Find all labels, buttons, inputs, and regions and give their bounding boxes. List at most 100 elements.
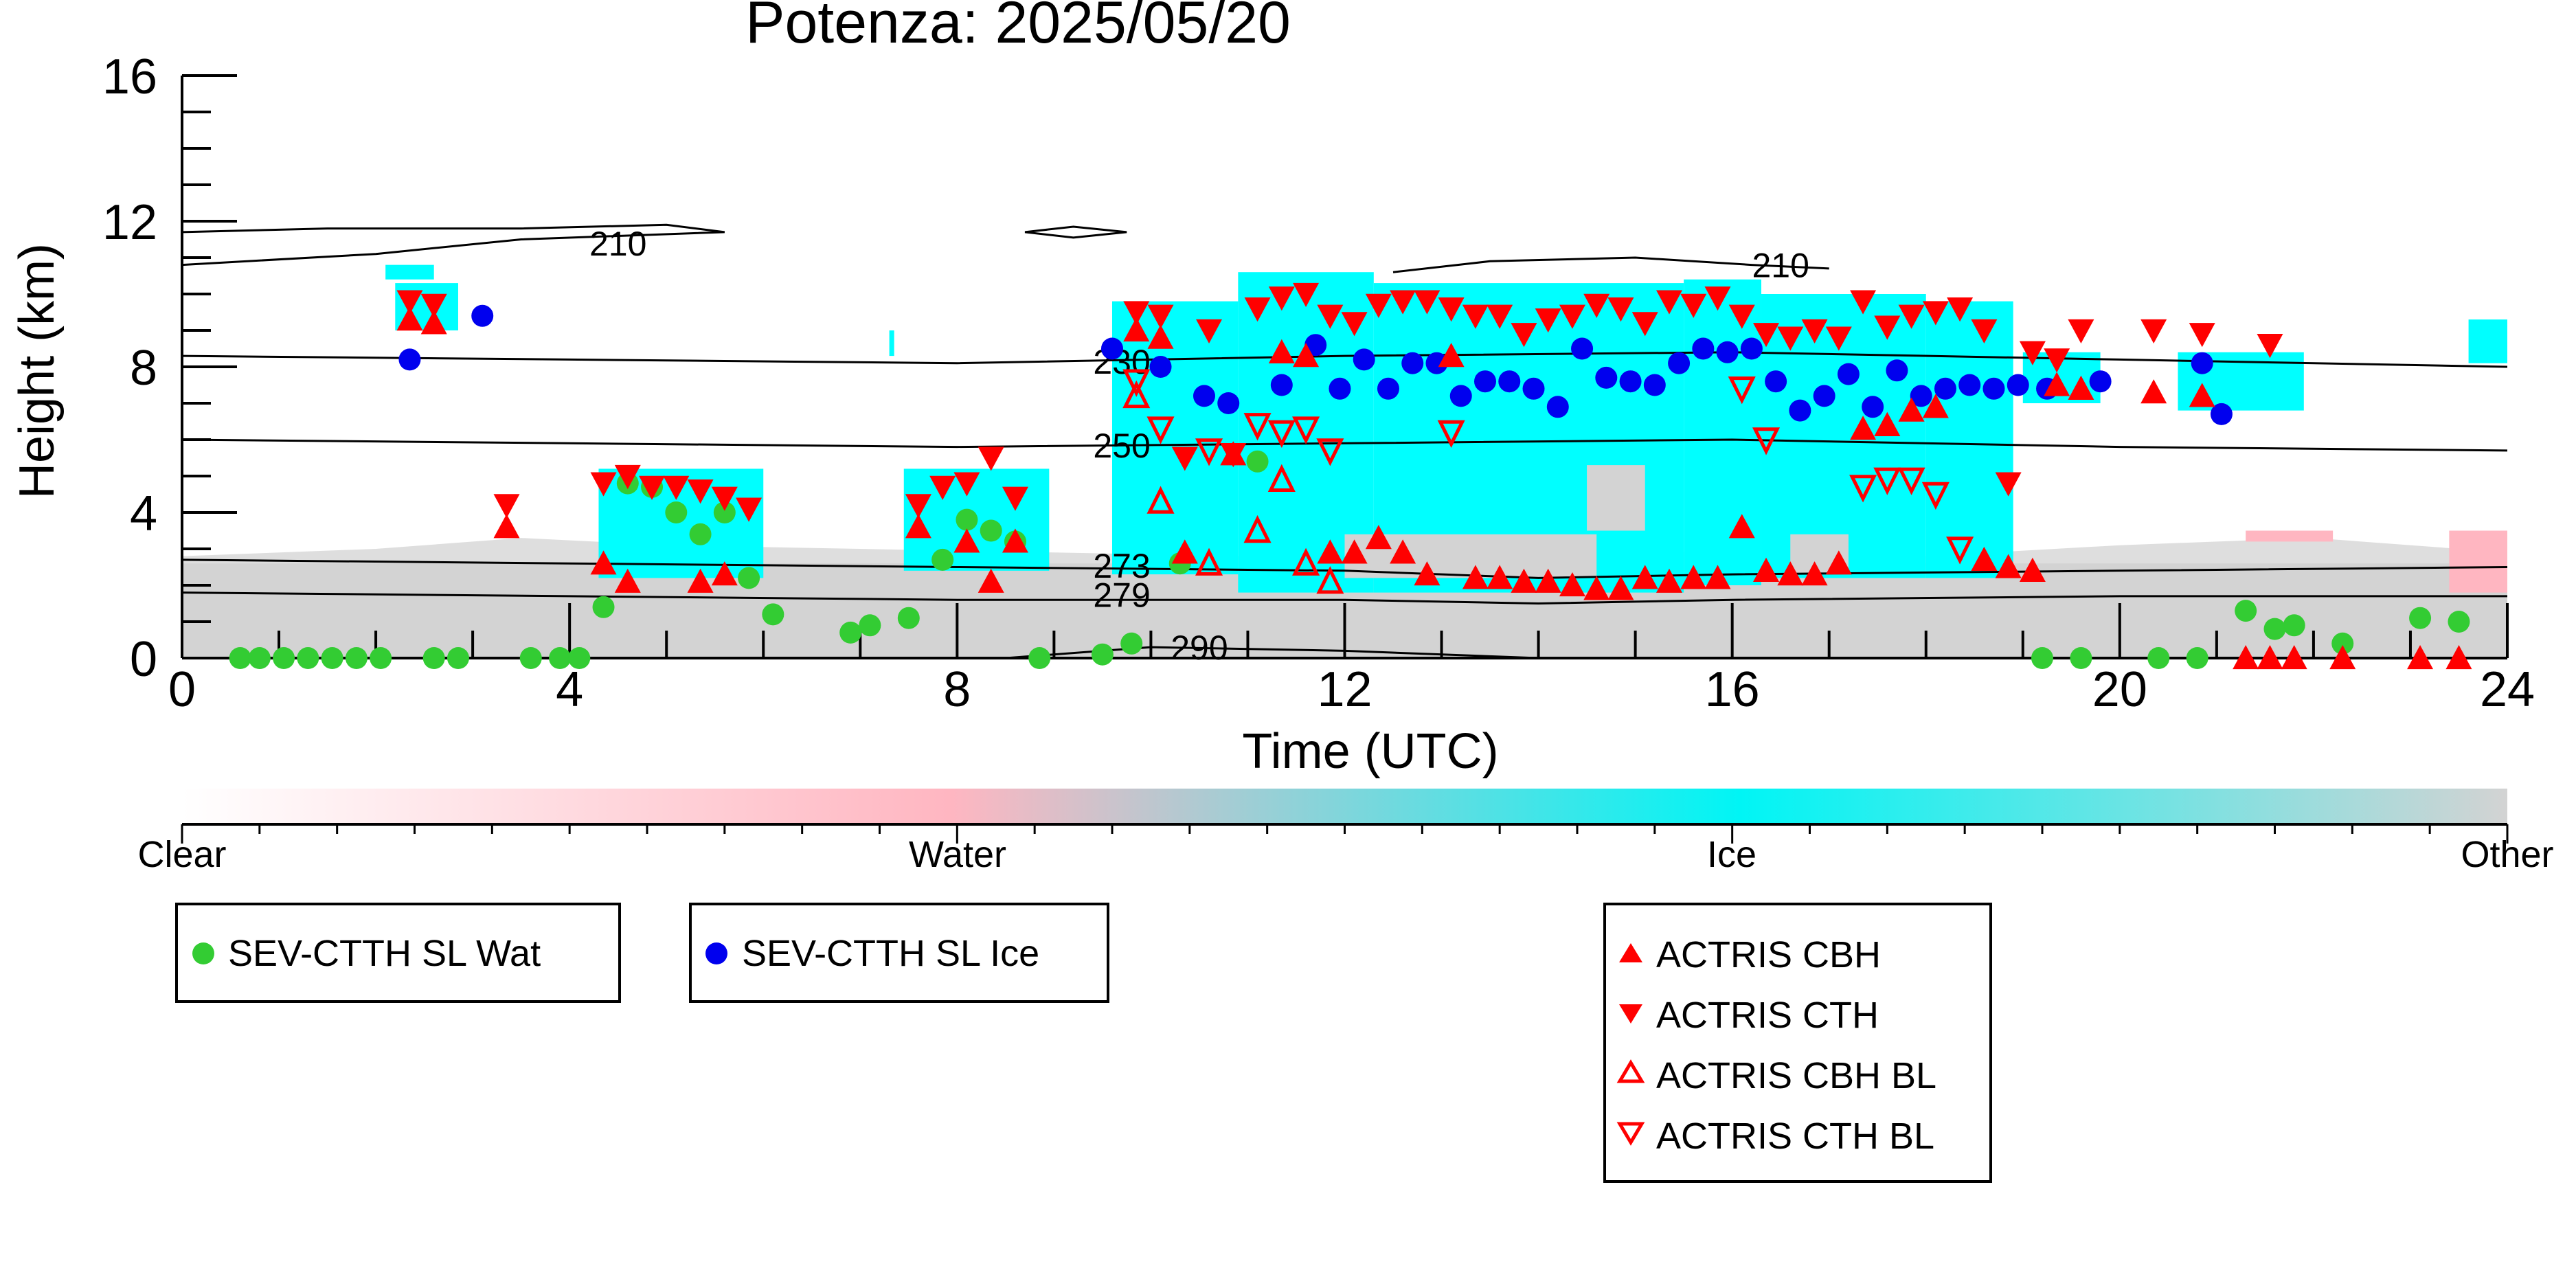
legend-label-cbh: ACTRIS CBH — [1656, 934, 1881, 975]
chart-title: Potenza: 2025/05/20 — [745, 0, 1291, 56]
marker-sev-ctth-sl-ice — [1934, 377, 1956, 400]
marker-actris-cbh — [493, 514, 520, 539]
marker-sev-ctth-sl-wat — [447, 647, 469, 669]
marker-sev-ctth-sl-wat — [2235, 600, 2257, 622]
marker-actris-cth-bl — [1921, 482, 1950, 510]
marker-actris-cth — [1268, 286, 1295, 311]
marker-sev-ctth-sl-wat — [738, 567, 760, 589]
marker-actris-cbh — [2233, 645, 2259, 670]
marker-sev-ctth-sl-ice — [1958, 374, 1981, 396]
marker-actris-cth-bl — [1728, 376, 1756, 405]
marker-actris-cth-bl — [1146, 416, 1175, 444]
marker-actris-cbh — [1801, 561, 1828, 586]
marker-sev-ctth-sl-ice — [398, 348, 421, 371]
marker-actris-cth — [953, 472, 980, 497]
contour-line-250 — [181, 438, 2508, 452]
marker-actris-cbh — [1462, 565, 1489, 589]
marker-actris-cbh — [1147, 324, 1174, 349]
marker-actris-cth — [1511, 323, 1537, 348]
marker-actris-cth — [1462, 304, 1489, 329]
marker-actris-cth — [2189, 323, 2215, 348]
marker-sev-ctth-sl-ice — [1886, 359, 1908, 382]
marker-actris-cth-bl — [1122, 369, 1151, 397]
y-tick-label: 8 — [130, 341, 157, 396]
water-patch — [2449, 530, 2507, 593]
marker-actris-cbh — [1777, 561, 1804, 586]
marker-sev-ctth-sl-ice — [1101, 337, 1123, 360]
marker-actris-cth — [1850, 290, 1877, 315]
marker-sev-ctth-sl-wat — [248, 647, 271, 669]
colorbar-label-water: Water — [909, 834, 1006, 875]
marker-sev-ctth-sl-wat — [229, 647, 251, 669]
marker-actris-cth-bl — [1946, 536, 1974, 565]
marker-actris-cbh — [1002, 528, 1028, 553]
marker-sev-ctth-sl-ice — [2191, 352, 2213, 374]
colorbar-label-ice: Ice — [1707, 834, 1756, 875]
marker-actris-cbh — [1922, 394, 1949, 418]
legend-sev-wat: SEV-CTTH SL Wat — [175, 903, 621, 1003]
marker-sev-ctth-sl-wat — [1246, 450, 1269, 473]
marker-sev-ctth-sl-ice — [1353, 348, 1375, 371]
marker-actris-cbh-bl — [1267, 464, 1296, 492]
marker-sev-ctth-sl-wat — [2031, 647, 2053, 669]
marker-actris-cth — [1704, 286, 1731, 311]
marker-actris-cth — [1947, 297, 1974, 322]
marker-actris-cbh — [1317, 539, 1344, 564]
marker-sev-ctth-sl-wat — [859, 614, 881, 637]
marker-actris-cth — [1487, 304, 1513, 329]
marker-actris-cth — [1171, 447, 1198, 471]
marker-actris-cth-bl — [1267, 420, 1296, 449]
water-patch — [2246, 530, 2334, 542]
marker-sev-ctth-sl-wat — [2409, 607, 2432, 629]
marker-actris-cth — [396, 290, 423, 315]
marker-actris-cbh-bl — [1146, 486, 1175, 514]
marker-actris-cbh — [978, 568, 1004, 593]
marker-actris-cth — [1196, 319, 1223, 343]
x-tick-label: 4 — [556, 662, 583, 717]
y-axis-label: Height (km) — [10, 243, 65, 499]
marker-actris-cth — [1220, 443, 1247, 468]
marker-actris-cbh — [2019, 557, 2046, 582]
marker-actris-cth-bl — [1873, 467, 1901, 495]
x-axis-label: Time (UTC) — [1242, 724, 1498, 779]
y-tick-label: 12 — [102, 195, 157, 250]
marker-actris-cbh — [687, 568, 714, 593]
marker-sev-ctth-sl-ice — [2007, 374, 2029, 396]
marker-actris-cbh — [1390, 539, 1416, 564]
contour-label-210: 210 — [589, 225, 646, 263]
marker-actris-cth — [711, 486, 738, 511]
marker-actris-cth — [614, 464, 641, 489]
marker-actris-cbh — [1995, 554, 2022, 578]
marker-actris-cbh-bl — [1243, 515, 1272, 543]
marker-sev-ctth-sl-wat — [931, 548, 954, 571]
contour-line-273 — [181, 558, 2508, 579]
colorbar-ticks — [181, 824, 2509, 844]
marker-sev-ctth-sl-wat — [1120, 632, 1143, 655]
marker-sev-ctth-sl-wat — [370, 647, 392, 669]
marker-sev-ctth-sl-wat — [273, 647, 295, 669]
marker-actris-cth — [1728, 304, 1755, 329]
marker-sev-ctth-sl-wat — [665, 501, 688, 523]
x-tick-label: 20 — [2092, 662, 2147, 717]
marker-actris-cbh — [1583, 576, 1610, 600]
marker-actris-cth-bl — [1195, 438, 1223, 466]
marker-actris-cth — [1244, 297, 1271, 322]
marker-sev-ctth-sl-wat — [519, 647, 542, 669]
cloud-field-layer — [182, 264, 2507, 658]
marker-actris-cth — [1583, 293, 1610, 318]
marker-actris-cbh — [2445, 645, 2472, 670]
marker-sev-ctth-sl-ice — [1692, 337, 1715, 360]
mixed-streak — [1587, 465, 1645, 531]
marker-sev-ctth-sl-ice — [1910, 385, 1932, 407]
legend-sev-ice: SEV-CTTH SL Ice — [689, 903, 1109, 1003]
marker-actris-cth-bl — [1897, 467, 1925, 495]
marker-actris-cbh — [2329, 645, 2356, 670]
marker-actris-cth-bl — [1316, 438, 1344, 466]
marker-actris-cbh-bl — [1122, 380, 1151, 409]
marker-sev-ctth-sl-ice — [1546, 396, 1569, 418]
marker-sev-ctth-sl-wat — [1028, 647, 1051, 669]
marker-sev-ctth-sl-ice — [1425, 352, 1448, 374]
marker-actris-cth — [420, 293, 447, 318]
marker-actris-cth-bl — [1437, 420, 1465, 449]
